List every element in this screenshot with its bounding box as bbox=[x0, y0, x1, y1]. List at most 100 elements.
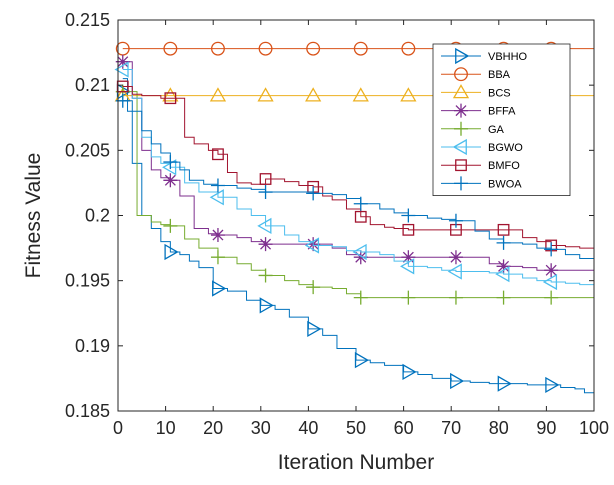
series-line-bgwo bbox=[122, 69, 595, 289]
y-tick-label: 0.19 bbox=[75, 336, 110, 356]
legend-label-vbhho: VBHHO bbox=[488, 51, 528, 63]
marker-asterisk bbox=[210, 228, 225, 243]
x-tick-label: 30 bbox=[251, 418, 271, 438]
series-line-ga bbox=[122, 91, 594, 299]
x-tick-label: 50 bbox=[346, 418, 366, 438]
marker-asterisk bbox=[448, 250, 463, 265]
marker-square bbox=[164, 92, 177, 105]
marker-plus bbox=[258, 185, 273, 200]
marker-triangle-right bbox=[259, 297, 274, 314]
marker-plus bbox=[496, 235, 511, 250]
marker-triangle-left bbox=[452, 138, 467, 156]
y-tick-label: 0.215 bbox=[65, 10, 110, 30]
marker-triangle-up bbox=[162, 87, 179, 102]
marker-triangle-right bbox=[450, 372, 465, 390]
legend-entry-bffa: BFFA bbox=[441, 103, 516, 118]
y-tick-label: 0.195 bbox=[65, 271, 110, 291]
series-line-bffa bbox=[122, 61, 594, 271]
marker-triangle-left bbox=[209, 189, 224, 206]
marker-triangle-right bbox=[455, 47, 470, 65]
series-bwoa bbox=[115, 93, 595, 262]
x-tick-label: 0 bbox=[113, 418, 123, 438]
marker-triangle-right bbox=[497, 375, 512, 392]
marker-triangle-left bbox=[447, 263, 462, 280]
x-tick-label: 70 bbox=[441, 418, 461, 438]
marker-asterisk bbox=[163, 173, 178, 188]
series-bmfo bbox=[116, 80, 594, 252]
series-line-vbhho bbox=[122, 78, 594, 394]
marker-plus bbox=[544, 290, 559, 305]
x-tick-label: 80 bbox=[489, 418, 509, 438]
legend-entry-bgwo: BGWO bbox=[441, 138, 523, 156]
marker-asterisk bbox=[544, 263, 559, 278]
marker-plus bbox=[306, 280, 321, 295]
legend-entry-bwoa: BWOA bbox=[441, 176, 522, 191]
marker-plus bbox=[210, 178, 225, 193]
marker-triangle-up bbox=[305, 87, 322, 102]
x-tick-label: 40 bbox=[298, 418, 318, 438]
legend-label-bcs: BCS bbox=[488, 87, 511, 99]
marker-plus bbox=[353, 196, 368, 211]
x-tick-label: 90 bbox=[536, 418, 556, 438]
marker-square bbox=[212, 148, 224, 161]
x-axis-label: Iteration Number bbox=[278, 451, 434, 474]
y-tick-label: 0.21 bbox=[75, 75, 110, 95]
marker-plus bbox=[448, 213, 463, 228]
ticks-layer: 0 10 20 30 40 50 60 70 80 90 1000.1850.190.1950.20… bbox=[65, 10, 609, 438]
legend: VBHHO BBA BCS BFFA GA BGWO BMFO BWOA bbox=[432, 43, 571, 197]
marker-square bbox=[402, 223, 415, 236]
marker-plus bbox=[496, 290, 511, 305]
marker-triangle-left bbox=[495, 266, 510, 283]
legend-label-bmfo: BMFO bbox=[488, 160, 520, 172]
marker-triangle-left bbox=[542, 273, 558, 291]
marker-plus bbox=[163, 218, 178, 233]
legend-entry-vbhho: VBHHO bbox=[441, 47, 528, 65]
marker-circle bbox=[306, 41, 321, 56]
marker-plus bbox=[454, 121, 468, 136]
marker-asterisk bbox=[454, 103, 468, 118]
marker-square bbox=[455, 159, 467, 172]
marker-plus bbox=[401, 208, 416, 223]
marker-triangle-right bbox=[545, 376, 560, 394]
marker-asterisk bbox=[115, 54, 130, 69]
legend-entry-bmfo: BMFO bbox=[441, 159, 520, 172]
legend-label-bba: BBA bbox=[488, 69, 511, 81]
marker-plus bbox=[258, 268, 273, 283]
marker-plus bbox=[454, 176, 468, 191]
marker-plus bbox=[544, 242, 559, 257]
marker-asterisk bbox=[353, 250, 368, 265]
x-tick-label: 20 bbox=[203, 418, 223, 438]
legend-box bbox=[432, 43, 571, 197]
marker-triangle-right bbox=[354, 352, 370, 369]
marker-triangle-up bbox=[209, 87, 227, 102]
marker-triangle-right bbox=[307, 320, 322, 338]
marker-triangle-left bbox=[400, 258, 415, 275]
marker-triangle-left bbox=[114, 61, 129, 78]
y-tick-label: 0.2 bbox=[85, 206, 110, 226]
marker-triangle-up bbox=[352, 87, 369, 102]
marker-triangle-left bbox=[162, 159, 177, 176]
marker-plus bbox=[448, 290, 463, 305]
marker-triangle-right bbox=[164, 243, 179, 261]
legend-entry-bcs: BCS bbox=[441, 84, 511, 99]
marker-plus bbox=[210, 250, 225, 265]
marker-triangle-up bbox=[257, 87, 274, 102]
legend-label-bwoa: BWOA bbox=[488, 178, 522, 190]
x-tick-label: 10 bbox=[156, 418, 176, 438]
marker-circle bbox=[401, 41, 416, 56]
marker-triangle-up bbox=[400, 87, 417, 102]
marker-plus bbox=[306, 186, 321, 201]
marker-circle bbox=[163, 41, 178, 56]
legend-label-bffa: BFFA bbox=[488, 106, 516, 118]
series-vbhho bbox=[116, 78, 594, 394]
marker-plus bbox=[163, 155, 178, 170]
marker-asterisk bbox=[258, 237, 273, 252]
marker-triangle-right bbox=[212, 280, 227, 297]
marker-circle bbox=[211, 41, 225, 56]
marker-square bbox=[497, 223, 510, 236]
marker-asterisk bbox=[401, 250, 416, 265]
x-tick-label: 100 bbox=[579, 418, 609, 438]
marker-plus bbox=[353, 290, 368, 305]
marker-triangle-left bbox=[304, 237, 320, 254]
